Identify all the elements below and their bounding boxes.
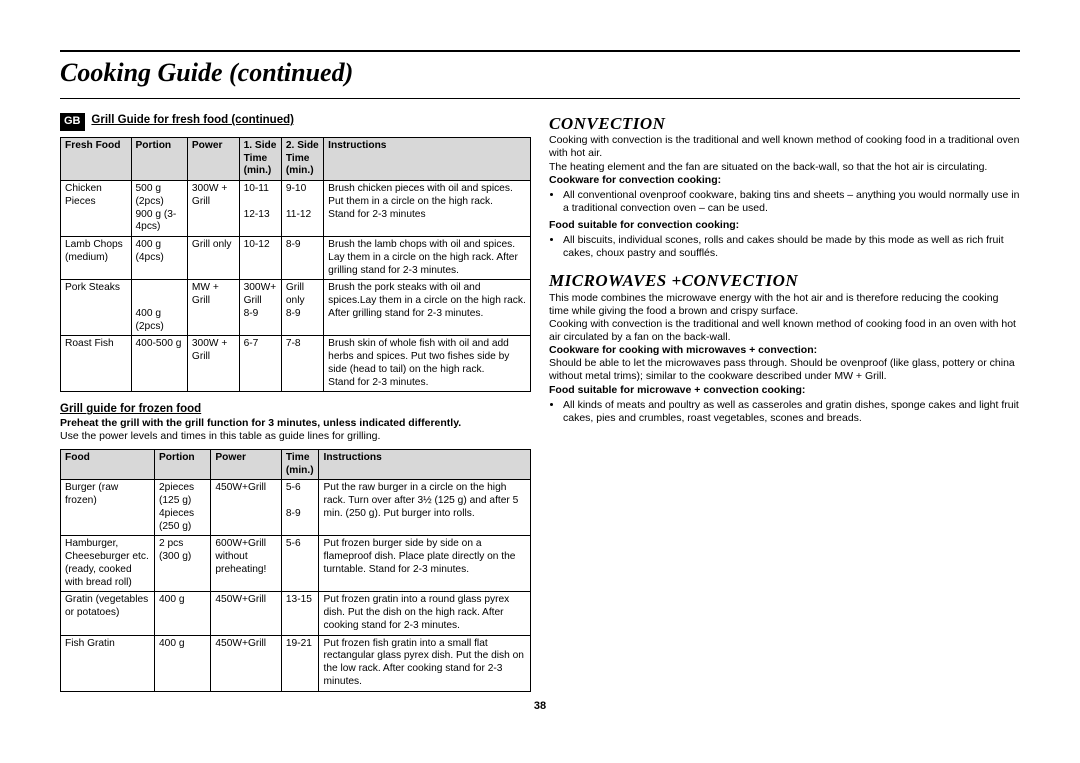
table-cell: Lamb Chops (medium) xyxy=(61,237,132,280)
table-header: 1. SideTime(min.) xyxy=(239,137,281,180)
table-cell: Chicken Pieces xyxy=(61,181,132,237)
table-header: Portion xyxy=(155,449,211,480)
convection-p1: Cooking with convection is the tradition… xyxy=(549,134,1020,160)
table-row: Hamburger, Cheeseburger etc.(ready, cook… xyxy=(61,536,531,592)
table-cell: Brush skin of whole fish with oil and ad… xyxy=(324,336,531,392)
table-cell: 450W+Grill xyxy=(211,480,282,536)
table-row: Gratin (vegetables or potatoes)400 g450W… xyxy=(61,592,531,635)
table-cell: Pork Steaks xyxy=(61,280,132,336)
page-number: 38 xyxy=(60,700,1020,712)
table-row: Chicken Pieces500 g (2pcs)900 g (3-4pcs)… xyxy=(61,181,531,237)
mwconv-cookware-item: Should be able to let the microwaves pas… xyxy=(549,357,1020,383)
table-row: Pork Steaks400 g (2pcs)MW + Grill300W+ G… xyxy=(61,280,531,336)
table-header: Instructions xyxy=(319,449,531,480)
convection-p2: The heating element and the fan are situ… xyxy=(549,161,1020,174)
table-cell: 13-15 xyxy=(281,592,319,635)
conv-cookware-item: All conventional ovenproof cookware, bak… xyxy=(563,189,1020,215)
table-cell: 300W + Grill xyxy=(187,336,239,392)
columns: GB Grill Guide for fresh food (continued… xyxy=(60,113,1020,692)
table-header: Time(min.) xyxy=(281,449,319,480)
table-cell: 400 g xyxy=(155,635,211,691)
mwconv-food-item: All kinds of meats and poultry as well a… xyxy=(563,399,1020,425)
right-column: CONVECTION Cooking with convection is th… xyxy=(549,113,1020,692)
fresh-food-table: Fresh FoodPortionPower1. SideTime(min.)2… xyxy=(60,137,531,393)
table-cell: 10-12 xyxy=(239,237,281,280)
table-cell: 2 pcs (300 g) xyxy=(155,536,211,592)
table-cell: 19-21 xyxy=(281,635,319,691)
table-row: Lamb Chops (medium)400 g (4pcs)Grill onl… xyxy=(61,237,531,280)
gb-badge: GB xyxy=(60,113,85,131)
table-cell: 300W+ Grill8-9 xyxy=(239,280,281,336)
table-cell: Burger (raw frozen) xyxy=(61,480,155,536)
frozen-food-table: FoodPortionPowerTime(min.)Instructions B… xyxy=(60,449,531,692)
frozen-food-heading: Grill guide for frozen food xyxy=(60,403,201,415)
table-cell: Put frozen burger side by side on a flam… xyxy=(319,536,531,592)
table-header: Food xyxy=(61,449,155,480)
table-cell: 450W+Grill xyxy=(211,635,282,691)
table-cell: 2pieces (125 g)4pieces (250 g) xyxy=(155,480,211,536)
table-cell: 600W+Grill without preheating! xyxy=(211,536,282,592)
table-row: Fish Gratin400 g450W+Grill19-21Put froze… xyxy=(61,635,531,691)
table-cell: Put the raw burger in a circle on the hi… xyxy=(319,480,531,536)
table-cell: Fish Gratin xyxy=(61,635,155,691)
table-cell: 300W + Grill xyxy=(187,181,239,237)
table-cell: Hamburger, Cheeseburger etc.(ready, cook… xyxy=(61,536,155,592)
conv-food-item: All biscuits, individual scones, rolls a… xyxy=(563,234,1020,260)
page-title: Cooking Guide (continued) xyxy=(60,58,1020,88)
table-header: Power xyxy=(187,137,239,180)
table-cell: Grill only xyxy=(187,237,239,280)
manual-page: Cooking Guide (continued) GB Grill Guide… xyxy=(0,0,1080,732)
conv-food-h: Food suitable for convection cooking: xyxy=(549,219,1020,232)
table-cell: Roast Fish xyxy=(61,336,132,392)
table-header: Portion xyxy=(131,137,187,180)
table-cell: Brush chicken pieces with oil and spices… xyxy=(324,181,531,237)
table-row: Burger (raw frozen)2pieces (125 g)4piece… xyxy=(61,480,531,536)
table-cell: 6-7 xyxy=(239,336,281,392)
table-header: Power xyxy=(211,449,282,480)
conv-cookware-h: Cookware for convection cooking: xyxy=(549,174,1020,187)
table-cell: 5-6 xyxy=(281,536,319,592)
table-row: Roast Fish400-500 g300W + Grill6-77-8Bru… xyxy=(61,336,531,392)
table-header: 2. SideTime(min.) xyxy=(281,137,323,180)
left-column: GB Grill Guide for fresh food (continued… xyxy=(60,113,531,692)
rule-top xyxy=(60,50,1020,52)
usage-note: Use the power levels and times in this t… xyxy=(60,430,531,443)
mwconv-cookware-h: Cookware for cooking with microwaves + c… xyxy=(549,344,1020,357)
table-cell: Brush the lamb chops with oil and spices… xyxy=(324,237,531,280)
mwconv-p2: Cooking with convection is the tradition… xyxy=(549,318,1020,344)
mwconv-title: MICROWAVES +CONVECTION xyxy=(549,270,1020,291)
table-cell: MW + Grill xyxy=(187,280,239,336)
table-cell: Put frozen fish gratin into a small flat… xyxy=(319,635,531,691)
table-cell: 400 g xyxy=(155,592,211,635)
mwconv-p1: This mode combines the microwave energy … xyxy=(549,292,1020,318)
table-cell: 450W+Grill xyxy=(211,592,282,635)
table-cell: 8-9 xyxy=(281,237,323,280)
table-cell: Gratin (vegetables or potatoes) xyxy=(61,592,155,635)
table-cell: 400 g (2pcs) xyxy=(131,280,187,336)
table-cell: 500 g (2pcs)900 g (3-4pcs) xyxy=(131,181,187,237)
preheat-note: Preheat the grill with the grill functio… xyxy=(60,417,531,430)
table-header: Instructions xyxy=(324,137,531,180)
table-cell: 400 g (4pcs) xyxy=(131,237,187,280)
table-header: Fresh Food xyxy=(61,137,132,180)
table-cell: 7-8 xyxy=(281,336,323,392)
table-cell: 5-68-9 xyxy=(281,480,319,536)
table-cell: Grill only8-9 xyxy=(281,280,323,336)
table-cell: 9-1011-12 xyxy=(281,181,323,237)
convection-title: CONVECTION xyxy=(549,113,1020,134)
table-cell: Put frozen gratin into a round glass pyr… xyxy=(319,592,531,635)
mwconv-food-h: Food suitable for microwave + convection… xyxy=(549,384,1020,397)
table-cell: Brush the pork steaks with oil and spice… xyxy=(324,280,531,336)
table-cell: 400-500 g xyxy=(131,336,187,392)
table-cell: 10-1112-13 xyxy=(239,181,281,237)
rule-under-title xyxy=(60,98,1020,99)
fresh-food-heading: Grill Guide for fresh food (continued) xyxy=(91,114,294,126)
